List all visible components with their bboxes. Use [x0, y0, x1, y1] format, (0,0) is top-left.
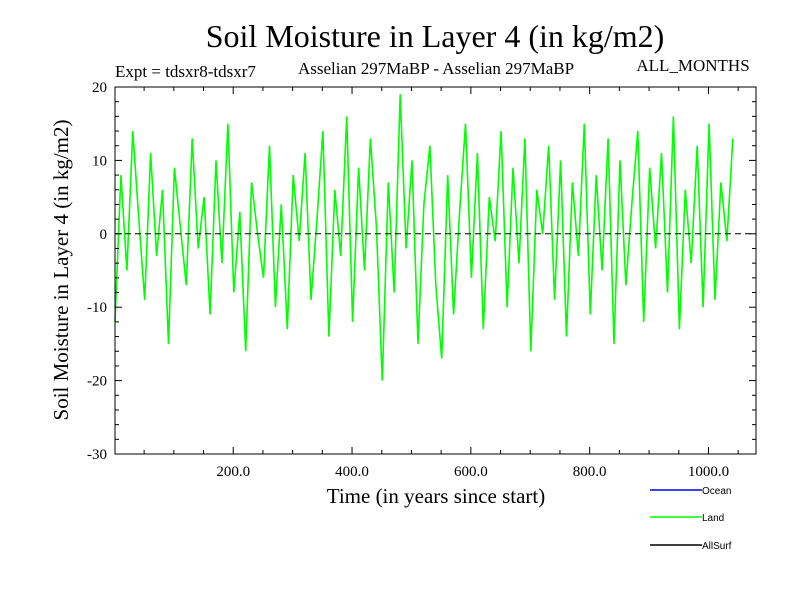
legend-label-ocean: Ocean	[702, 486, 731, 497]
subtitle-months: ALL_MONTHS	[636, 56, 749, 75]
y-axis: 20 10 0 -10 -20 -30	[87, 80, 756, 463]
series-line-land	[114, 94, 734, 381]
y-tick-label: -20	[87, 374, 107, 390]
plot-frame	[114, 86, 757, 455]
x-tick-label: 1000.0	[688, 464, 729, 480]
y-tick-label: -30	[87, 447, 107, 463]
plot-area	[114, 86, 757, 455]
subtitle-expt: Expt = tdsxr8-tdsxr7	[115, 62, 256, 81]
legend-label-allsurf: AllSurf	[702, 541, 732, 552]
x-tick-label: 200.0	[216, 464, 250, 480]
y-tick-label: 20	[92, 80, 107, 96]
legend-label-land: Land	[702, 513, 724, 524]
y-tick-label: 0	[100, 227, 108, 243]
x-axis-label: Time (in years since start)	[327, 484, 546, 508]
y-axis-label: Soil Moisture in Layer 4 (in kg/m2)	[49, 120, 73, 421]
y-tick-label: 10	[92, 153, 107, 169]
legend: Ocean Land AllSurf	[650, 486, 732, 552]
x-axis: 200.0 400.0 600.0 800.0 1000.0	[143, 87, 739, 480]
x-tick-label: 400.0	[335, 464, 369, 480]
y-tick-label: -10	[87, 300, 107, 316]
x-tick-label: 600.0	[454, 464, 488, 480]
chart-title: Soil Moisture in Layer 4 (in kg/m2)	[206, 18, 665, 54]
subtitle-period: Asselian 297MaBP - Asselian 297MaBP	[298, 59, 574, 78]
x-tick-label: 800.0	[573, 464, 607, 480]
